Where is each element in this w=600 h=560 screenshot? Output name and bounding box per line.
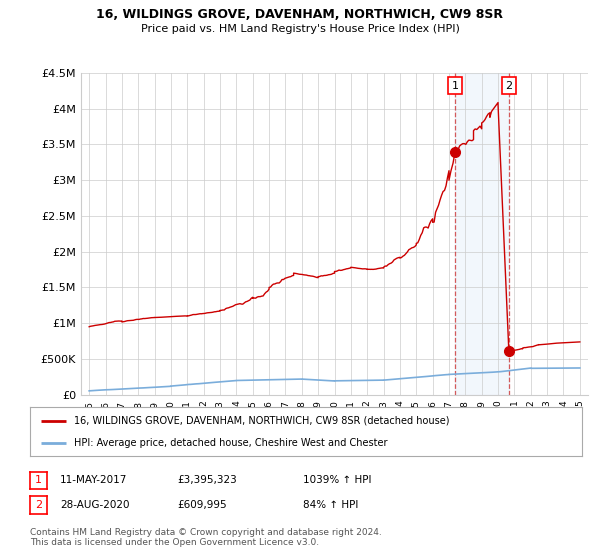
Text: Price paid vs. HM Land Registry's House Price Index (HPI): Price paid vs. HM Land Registry's House …: [140, 24, 460, 34]
Text: 1039% ↑ HPI: 1039% ↑ HPI: [303, 475, 371, 486]
Text: 2: 2: [35, 500, 42, 510]
Text: £609,995: £609,995: [177, 500, 227, 510]
Text: 28-AUG-2020: 28-AUG-2020: [60, 500, 130, 510]
Text: HPI: Average price, detached house, Cheshire West and Chester: HPI: Average price, detached house, Ches…: [74, 437, 388, 447]
Text: 2: 2: [505, 81, 512, 91]
Text: 16, WILDINGS GROVE, DAVENHAM, NORTHWICH, CW9 8SR: 16, WILDINGS GROVE, DAVENHAM, NORTHWICH,…: [97, 8, 503, 21]
Text: £3,395,323: £3,395,323: [177, 475, 237, 486]
Text: 16, WILDINGS GROVE, DAVENHAM, NORTHWICH, CW9 8SR (detached house): 16, WILDINGS GROVE, DAVENHAM, NORTHWICH,…: [74, 416, 449, 426]
Text: 1: 1: [452, 81, 458, 91]
Text: 1: 1: [35, 475, 42, 486]
Text: 84% ↑ HPI: 84% ↑ HPI: [303, 500, 358, 510]
Text: 11-MAY-2017: 11-MAY-2017: [60, 475, 127, 486]
Bar: [455, 73, 509, 395]
Text: Contains HM Land Registry data © Crown copyright and database right 2024.
This d: Contains HM Land Registry data © Crown c…: [30, 528, 382, 547]
